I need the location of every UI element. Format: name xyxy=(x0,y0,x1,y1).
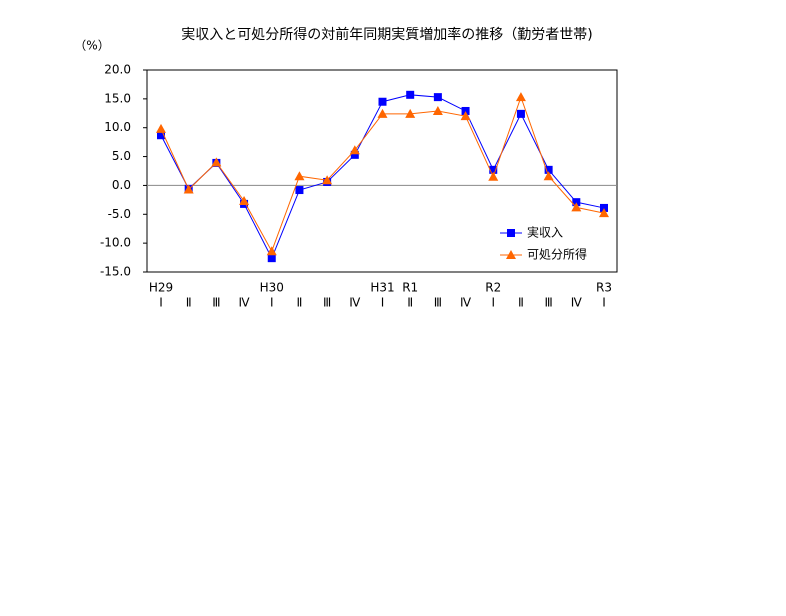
data-point xyxy=(460,111,471,121)
legend-marker xyxy=(507,229,515,237)
data-point xyxy=(322,175,333,185)
era-label: H29 xyxy=(149,281,173,295)
y-tick-label: 5.0 xyxy=(112,149,131,163)
data-point xyxy=(266,246,277,256)
data-point xyxy=(267,254,276,263)
data-point xyxy=(600,203,608,212)
x-tick-label: Ⅱ xyxy=(518,296,524,310)
y-tick-label: -15.0 xyxy=(100,265,131,279)
legend-label: 実収入 xyxy=(527,225,563,240)
x-tick-label: Ⅳ xyxy=(349,296,360,310)
data-point xyxy=(599,208,609,218)
x-tick-label: Ⅰ xyxy=(491,296,495,310)
data-point xyxy=(211,157,222,167)
data-point xyxy=(239,196,250,206)
data-point xyxy=(516,109,525,118)
x-tick-label: Ⅰ xyxy=(159,296,163,310)
x-tick-label: Ⅰ xyxy=(270,296,274,310)
era-label: R2 xyxy=(485,281,501,295)
era-label: R1 xyxy=(402,281,418,295)
data-point xyxy=(406,90,415,99)
era-label: R3 xyxy=(596,281,612,295)
data-point xyxy=(378,97,387,106)
data-point xyxy=(295,186,304,195)
x-tick-label: Ⅳ xyxy=(239,296,250,310)
y-tick-label: -5.0 xyxy=(108,207,131,221)
data-point xyxy=(544,165,553,174)
x-tick-label: Ⅰ xyxy=(381,296,385,310)
x-tick-label: Ⅲ xyxy=(323,296,331,310)
data-point xyxy=(433,93,442,102)
data-point xyxy=(349,145,360,155)
x-tick-label: Ⅱ xyxy=(296,296,302,310)
data-point xyxy=(515,92,526,102)
data-point xyxy=(461,106,470,115)
x-tick-label: Ⅰ xyxy=(602,296,606,310)
data-point xyxy=(157,131,165,140)
x-tick-label: Ⅲ xyxy=(212,296,220,310)
data-point xyxy=(571,202,582,212)
x-tick-label: Ⅳ xyxy=(460,296,471,310)
chart-title: 実収入と可処分所得の対前年同期実質増加率の推移（勤労者世帯) xyxy=(181,26,592,43)
data-point xyxy=(377,108,388,118)
plot-area xyxy=(146,69,618,273)
y-tick-label: 0.0 xyxy=(112,178,131,192)
data-point xyxy=(572,198,581,207)
data-point xyxy=(156,123,166,133)
data-point xyxy=(543,171,554,181)
data-point xyxy=(350,150,359,159)
legend-marker xyxy=(506,250,516,259)
data-point xyxy=(432,105,443,115)
x-tick-label: Ⅳ xyxy=(571,296,582,310)
era-label: H30 xyxy=(260,281,284,295)
data-point xyxy=(294,171,305,181)
y-unit: （%） xyxy=(74,39,109,53)
data-point xyxy=(488,171,499,181)
x-tick-label: Ⅱ xyxy=(186,296,192,310)
data-point xyxy=(405,108,416,118)
data-point xyxy=(489,165,498,174)
era-label: H31 xyxy=(370,281,394,295)
x-tick-label: Ⅱ xyxy=(407,296,413,310)
y-tick-label: 15.0 xyxy=(104,91,131,105)
x-tick-label: Ⅲ xyxy=(544,296,552,310)
data-point xyxy=(183,184,194,194)
legend-label: 可処分所得 xyxy=(527,247,587,262)
y-tick-label: 10.0 xyxy=(104,120,131,134)
y-tick-label: 20.0 xyxy=(104,63,131,77)
y-tick-label: -10.0 xyxy=(100,236,131,250)
x-tick-label: Ⅲ xyxy=(434,296,442,310)
